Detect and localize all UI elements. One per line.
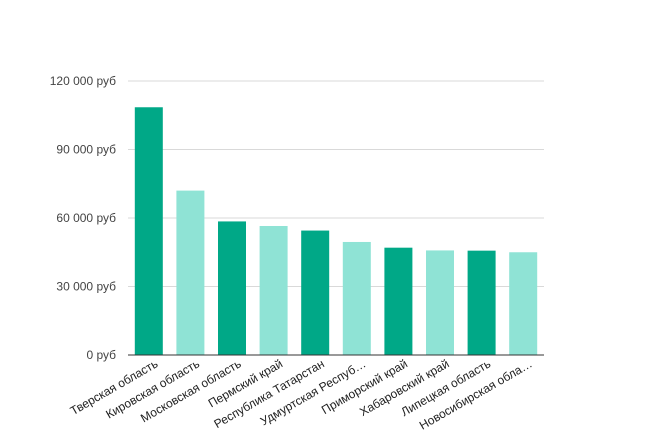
bar <box>301 230 330 355</box>
y-tick-label: 0 руб <box>86 348 116 362</box>
bar <box>509 252 538 355</box>
bar <box>218 221 246 355</box>
bars <box>134 107 538 355</box>
bar <box>426 250 454 355</box>
bar <box>259 225 288 355</box>
y-axis-ticks: 0 руб 30 000 руб 60 000 руб 90 000 руб 120 0… <box>50 74 116 362</box>
y-tick-label: 30 000 руб <box>56 280 116 294</box>
y-tick-label: 60 000 руб <box>56 211 116 225</box>
bar <box>176 190 205 355</box>
bar <box>134 107 163 355</box>
bar <box>384 247 413 355</box>
bar <box>467 250 496 355</box>
y-tick-label: 90 000 руб <box>56 143 116 157</box>
bar <box>342 241 371 355</box>
y-tick-label: 120 000 руб <box>50 74 116 88</box>
